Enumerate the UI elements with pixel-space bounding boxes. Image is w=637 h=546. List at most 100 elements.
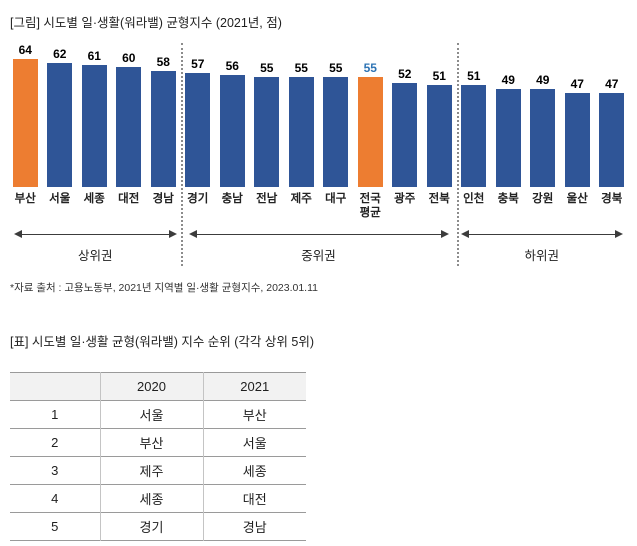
- chart-plot-area: 64 부산 62 서울 61 세종 60 대전 58 경남 57 경기 56 충남 55 전남 55 제주 55 대구…: [8, 43, 629, 225]
- bar-value-label: 55: [294, 61, 308, 75]
- table-cell: 세종: [99, 484, 203, 513]
- table-cell: 서울: [99, 400, 203, 429]
- tier-group-중위권: 중위권: [183, 227, 455, 264]
- bar-slot-부산: 64 부산: [8, 43, 43, 225]
- tier-label: 중위권: [301, 249, 336, 263]
- bar-category-label: 충북: [497, 193, 519, 205]
- table-header-cell: 2021: [202, 372, 306, 401]
- bar-value-label: 60: [122, 51, 136, 65]
- tier-divider-1: [180, 43, 183, 266]
- bar: [357, 77, 383, 187]
- bar-value-label: 47: [605, 77, 619, 91]
- bar-slot-경북: 47 경북: [595, 43, 630, 225]
- table-cell: 5: [51, 519, 59, 534]
- table-cell: 3: [51, 463, 59, 478]
- table-header-cell: 2020: [99, 372, 203, 401]
- table-header-cell: [10, 373, 100, 401]
- bar: [185, 73, 211, 187]
- arrow-line: [466, 234, 617, 235]
- bar-slot-광주: 52 광주: [388, 43, 423, 225]
- bar-category-label: 경북: [601, 193, 623, 205]
- table-row: 1 서울 부산: [10, 400, 306, 429]
- tier-arrows-row: 상위권 중위권 하위권: [8, 227, 629, 264]
- bar-category-label: 인천: [463, 193, 485, 205]
- bar-value-label: 49: [536, 73, 550, 87]
- bar-category-label: 울산: [566, 193, 588, 205]
- figure-title: [그림] 시도별 일·생활(워라밸) 균형지수 (2021년, 점): [10, 16, 282, 30]
- bar-category-label: 전남: [256, 193, 278, 205]
- bar-category-label: 전국 평균: [359, 193, 381, 219]
- table-cell: 제주: [99, 456, 203, 485]
- table-row: 2 부산 서울: [10, 428, 306, 457]
- bar-value-label: 55: [363, 61, 377, 75]
- bar-category-label: 전북: [428, 193, 450, 205]
- bar: [323, 77, 349, 187]
- bar-slot-경남: 58 경남: [146, 43, 181, 225]
- bar: [495, 89, 521, 187]
- bar-slot-경기: 57 경기: [181, 43, 216, 225]
- bar: [599, 93, 625, 187]
- bar: [254, 77, 280, 187]
- bar-slot-대전: 60 대전: [112, 43, 147, 225]
- bar-slot-대구: 55 대구: [319, 43, 354, 225]
- table-cell: 경기: [99, 512, 203, 541]
- bar-value-label: 64: [18, 43, 32, 57]
- table-cell: 1: [51, 407, 59, 422]
- bar-slot-서울: 62 서울: [43, 43, 78, 225]
- bar-slot-전북: 51 전북: [422, 43, 457, 225]
- table-cell: 4: [51, 491, 59, 506]
- tier-divider-2: [456, 43, 459, 266]
- arrow-line: [194, 234, 443, 235]
- bar-value-label: 58: [156, 55, 170, 69]
- table-row: 4 세종 대전: [10, 484, 306, 513]
- bar-value-label: 57: [191, 57, 205, 71]
- bar-category-label: 충남: [221, 193, 243, 205]
- bar-slot-세종: 61 세종: [77, 43, 112, 225]
- table-cell: 부산: [202, 400, 306, 429]
- double-arrow: [14, 229, 177, 241]
- bar-value-label: 52: [398, 67, 412, 81]
- table-row: 5 경기 경남: [10, 512, 306, 541]
- bar: [288, 77, 314, 187]
- arrow-line: [20, 234, 171, 235]
- bar-chart: 64 부산 62 서울 61 세종 60 대전 58 경남 57 경기 56 충남 55 전남 55 제주 55 대구…: [8, 43, 629, 266]
- tier-group-하위권: 하위권: [455, 227, 630, 264]
- bar: [461, 85, 487, 187]
- bar: [81, 65, 107, 187]
- bar-slot-충남: 56 충남: [215, 43, 250, 225]
- bar-value-label: 47: [570, 77, 584, 91]
- bar-slot-제주: 55 제주: [284, 43, 319, 225]
- bar-category-label: 광주: [394, 193, 416, 205]
- bar-category-label: 강원: [532, 193, 554, 205]
- bar-category-label: 대전: [118, 193, 140, 205]
- bar-value-label: 56: [225, 59, 239, 73]
- rank-table: 2020 2021 1 서울 부산 2 부산 서울 3 제주 세종 4 세종 대전 5 경기 경남: [10, 372, 306, 541]
- table-cell: 2: [51, 435, 59, 450]
- bar-slot-강원: 49 강원: [526, 43, 561, 225]
- bar-category-label: 제주: [290, 193, 312, 205]
- table-row: 3 제주 세종: [10, 456, 306, 485]
- bar: [47, 63, 73, 187]
- bar: [530, 89, 556, 187]
- tier-label: 하위권: [524, 249, 559, 263]
- table-cell: 대전: [202, 484, 306, 513]
- table-cell: 경남: [202, 512, 306, 541]
- bar-category-label: 대구: [325, 193, 347, 205]
- bar-slot-충북: 49 충북: [491, 43, 526, 225]
- bar-category-label: 부산: [14, 193, 36, 205]
- bar-slot-울산: 47 울산: [560, 43, 595, 225]
- bar-slot-인천: 51 인천: [457, 43, 492, 225]
- tier-group-상위권: 상위권: [8, 227, 183, 264]
- bar-slot-전남: 55 전남: [250, 43, 285, 225]
- table-cell: 부산: [99, 428, 203, 457]
- bar-value-label: 55: [260, 61, 274, 75]
- table-cell: 세종: [202, 456, 306, 485]
- bar: [150, 71, 176, 187]
- bar: [426, 85, 452, 187]
- double-arrow: [188, 229, 449, 241]
- table-cell: 서울: [202, 428, 306, 457]
- table-header-row: 2020 2021: [10, 372, 306, 401]
- bar-slot-전국평균: 55 전국 평균: [353, 43, 388, 225]
- source-note: *자료 출처 : 고용노동부, 2021년 지역별 일·생활 균형지수, 202…: [10, 282, 319, 294]
- bar: [116, 67, 142, 187]
